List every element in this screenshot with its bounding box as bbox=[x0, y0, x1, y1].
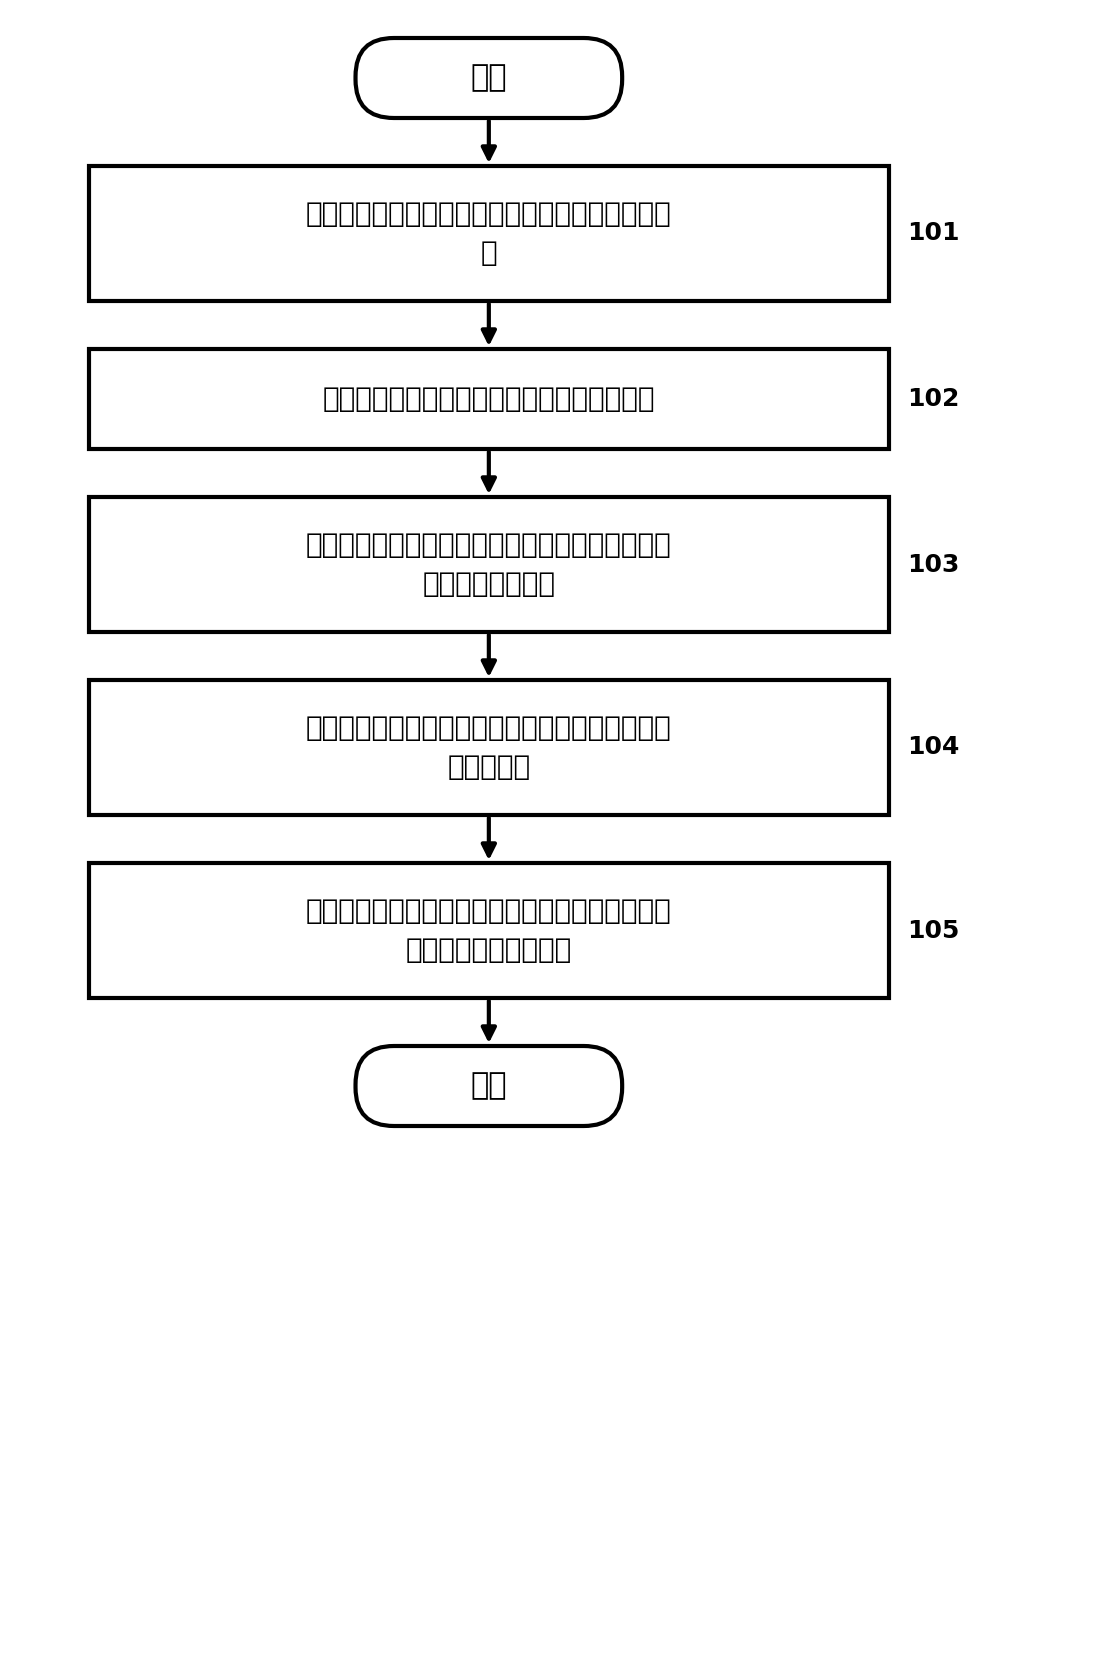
Bar bbox=[89, 679, 889, 815]
Text: 103: 103 bbox=[907, 552, 959, 577]
Bar bbox=[89, 863, 889, 998]
Text: 102: 102 bbox=[907, 387, 959, 412]
FancyBboxPatch shape bbox=[356, 38, 622, 117]
Text: 结合对照组样品质量与光谱映射关系，计算得出预
测组轻量物质样品质量: 结合对照组样品质量与光谱映射关系，计算得出预 测组轻量物质样品质量 bbox=[306, 898, 672, 964]
Bar bbox=[89, 165, 889, 301]
Text: 使用便携式近红外光谱仪采集对照组及预测组轻量
物质样品光谱数据: 使用便携式近红外光谱仪采集对照组及预测组轻量 物质样品光谱数据 bbox=[306, 531, 672, 598]
Text: 使用千分之天平测量对照组轻量物质样品质量: 使用千分之天平测量对照组轻量物质样品质量 bbox=[322, 385, 655, 413]
Text: 105: 105 bbox=[907, 919, 959, 942]
Text: 104: 104 bbox=[907, 736, 959, 759]
Text: 制备两份轻量物质样品，分别定义为对照组和预测
组: 制备两份轻量物质样品，分别定义为对照组和预测 组 bbox=[306, 200, 672, 268]
Text: 101: 101 bbox=[907, 222, 959, 246]
Text: 结束: 结束 bbox=[471, 1071, 507, 1101]
Bar bbox=[89, 349, 889, 450]
FancyBboxPatch shape bbox=[356, 1046, 622, 1126]
Text: 开始: 开始 bbox=[471, 63, 507, 93]
Text: 对比对照组及预测组光谱数据，计算获得两者之间
的映射关系: 对比对照组及预测组光谱数据，计算获得两者之间 的映射关系 bbox=[306, 714, 672, 780]
Bar bbox=[89, 498, 889, 631]
